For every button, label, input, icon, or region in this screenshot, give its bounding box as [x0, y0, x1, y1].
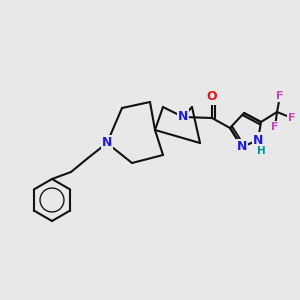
Text: N: N — [237, 140, 247, 154]
Text: O: O — [207, 91, 217, 103]
Text: N: N — [253, 134, 263, 146]
Text: F: F — [271, 122, 279, 132]
Text: N: N — [178, 110, 188, 124]
Text: H: H — [256, 146, 266, 156]
Text: N: N — [102, 136, 112, 149]
Text: F: F — [288, 113, 296, 123]
Text: F: F — [276, 91, 284, 101]
